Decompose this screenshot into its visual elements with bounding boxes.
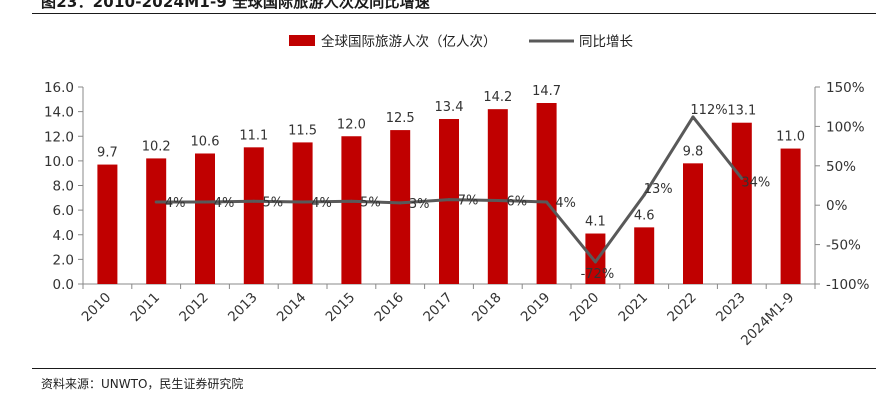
x-tick-label: 2016 bbox=[371, 290, 407, 326]
line-value-label: 4% bbox=[555, 196, 576, 211]
legend-label-bar: 全球国际旅游人次（亿人次） bbox=[321, 33, 497, 50]
growth-point bbox=[691, 115, 695, 119]
line-value-label: 13% bbox=[644, 182, 673, 197]
x-tick-label: 2024M1-9 bbox=[738, 290, 797, 349]
data-labels: 9.7 10.2 10.6 11.1 11.5 12.0 12.5 13.4 14.2 14.7 4… bbox=[97, 84, 805, 282]
line-value-label: 3% bbox=[409, 197, 430, 212]
bar bbox=[585, 233, 606, 284]
x-tick-label: 2020 bbox=[567, 290, 603, 326]
bar-value-label: 13.4 bbox=[435, 100, 464, 115]
bar-value-label: 11.5 bbox=[288, 123, 317, 138]
y-left-tick-label: 6.0 bbox=[53, 203, 74, 219]
bar bbox=[439, 119, 459, 284]
line-value-label: 5% bbox=[262, 195, 283, 210]
growth-point bbox=[349, 199, 353, 203]
growth-point bbox=[496, 198, 500, 202]
y-right-tick-label: 50% bbox=[826, 159, 856, 175]
bar bbox=[487, 109, 508, 284]
bar bbox=[536, 103, 557, 284]
line-series bbox=[154, 115, 744, 264]
bar bbox=[292, 142, 313, 284]
x-tick-label: 2010 bbox=[79, 290, 115, 326]
bottom-rule bbox=[32, 368, 876, 369]
bar-value-label: 12.5 bbox=[386, 111, 415, 126]
y-left-tick-label: 8.0 bbox=[53, 179, 74, 195]
x-tick-label: 2011 bbox=[127, 290, 163, 326]
line-value-label: 7% bbox=[458, 194, 479, 209]
bar bbox=[780, 148, 801, 284]
growth-point bbox=[642, 193, 646, 197]
bar bbox=[731, 122, 752, 284]
source-note: 资料来源：UNWTO，民生证券研究院 bbox=[41, 377, 244, 391]
line-value-label: 6% bbox=[506, 194, 527, 209]
bar bbox=[243, 147, 264, 284]
growth-point bbox=[301, 200, 305, 204]
x-tick-label: 2017 bbox=[420, 290, 456, 326]
y-left-tick-label: 12.0 bbox=[44, 129, 74, 145]
growth-point bbox=[447, 198, 451, 202]
combo-chart: 全球国际旅游人次（亿人次） 同比增长 0.0 2.0 4.0 6.0 8.0 10.0 12.… bbox=[44, 33, 870, 349]
bar-value-label: 13.1 bbox=[727, 104, 756, 119]
bar-value-label: 14.7 bbox=[532, 84, 561, 99]
bar bbox=[634, 227, 655, 284]
bar bbox=[146, 158, 167, 284]
bar-value-label: 14.2 bbox=[483, 90, 512, 105]
x-tick-label: 2019 bbox=[518, 290, 554, 326]
y-left-tick-label: 4.0 bbox=[53, 228, 74, 244]
bar-value-label: 12.0 bbox=[337, 117, 366, 132]
y-right-tick-label: 100% bbox=[826, 119, 865, 135]
y-right-tick-label: 0% bbox=[826, 198, 848, 214]
x-tick-label: 2021 bbox=[615, 290, 651, 326]
x-tick-label: 2015 bbox=[323, 290, 359, 326]
x-tick-label: 2014 bbox=[274, 290, 310, 326]
x-tick-label: 2013 bbox=[225, 290, 261, 326]
figure-title: 图23：2010-2024M1-9 全球国际旅游人次及同比增速 bbox=[41, 0, 431, 11]
legend-label-line: 同比增长 bbox=[579, 34, 633, 50]
y-left-tick-label: 0.0 bbox=[53, 277, 74, 293]
growth-point bbox=[398, 201, 402, 205]
bar-value-label: 10.6 bbox=[191, 134, 220, 149]
bar bbox=[195, 153, 215, 284]
bar bbox=[341, 136, 362, 284]
growth-point bbox=[252, 199, 256, 203]
bar bbox=[390, 130, 411, 284]
growth-point bbox=[740, 176, 744, 180]
line-value-label: 34% bbox=[741, 175, 770, 190]
growth-point bbox=[593, 260, 597, 264]
y-left-tick-label: 10.0 bbox=[44, 154, 74, 170]
y-right-tick-label: -100% bbox=[826, 277, 870, 293]
line-value-label: 112% bbox=[690, 103, 727, 118]
line-value-label: 4% bbox=[165, 196, 186, 211]
line-value-label: 5% bbox=[360, 195, 381, 210]
line-value-label: 4% bbox=[214, 196, 235, 211]
y-right-tick-label: 150% bbox=[826, 80, 865, 96]
bar bbox=[97, 164, 118, 284]
bar-value-label: 11.0 bbox=[776, 130, 805, 145]
bar bbox=[683, 163, 703, 284]
bar-value-label: 9.8 bbox=[683, 144, 704, 159]
growth-point bbox=[545, 200, 549, 204]
x-tick-label: 2023 bbox=[713, 290, 749, 326]
legend-swatch-bar bbox=[289, 35, 315, 46]
x-tick-label: 2022 bbox=[664, 290, 700, 326]
bar-series bbox=[97, 103, 801, 284]
bar-value-label: 10.2 bbox=[142, 139, 171, 154]
growth-point bbox=[203, 200, 207, 204]
line-value-label: -72% bbox=[581, 267, 615, 282]
top-rule bbox=[32, 13, 876, 14]
y-left-tick-label: 16.0 bbox=[44, 80, 74, 96]
bar-value-label: 4.6 bbox=[634, 208, 655, 223]
x-tick-label: 2012 bbox=[176, 290, 212, 326]
x-tick-label: 2018 bbox=[469, 290, 505, 326]
growth-point bbox=[154, 200, 158, 204]
legend: 全球国际旅游人次（亿人次） 同比增长 bbox=[289, 33, 633, 50]
bar-value-label: 11.1 bbox=[239, 128, 268, 143]
y-right-tick-label: -50% bbox=[826, 238, 861, 254]
bar-value-label: 9.7 bbox=[97, 146, 118, 161]
y-left-tick-label: 14.0 bbox=[44, 105, 74, 121]
line-value-label: 4% bbox=[311, 196, 332, 211]
bar-value-label: 4.1 bbox=[585, 215, 606, 230]
y-left-tick-label: 2.0 bbox=[53, 252, 74, 268]
